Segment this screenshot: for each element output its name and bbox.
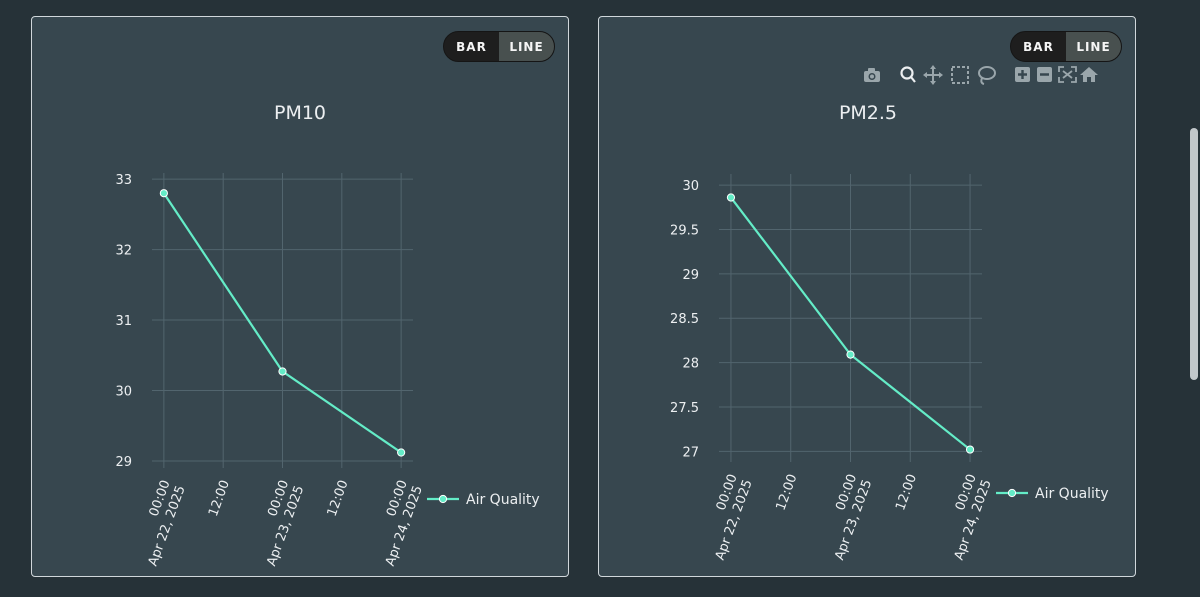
y-tick-label: 30: [682, 179, 699, 194]
legend-marker: [438, 494, 448, 504]
y-tick-label: 30: [115, 384, 132, 399]
y-tick-label: 29: [115, 455, 132, 470]
chart-title: PM10: [274, 102, 326, 124]
y-tick-label: 28.5: [670, 312, 699, 327]
chart-panel-pm10: BAR LINE PM10 29 30 31 32 33 00:00 Apr 22, 2025…: [31, 16, 569, 577]
y-tick-label: 31: [115, 314, 132, 329]
x-tick-time: 12:00: [893, 472, 920, 512]
x-tick-time: 12:00: [774, 472, 801, 512]
plot-modebar: [863, 65, 1123, 85]
y-tick-label: 27.5: [670, 401, 699, 416]
data-point[interactable]: [159, 189, 168, 198]
data-point[interactable]: [846, 350, 855, 359]
pan-icon[interactable]: [923, 65, 943, 85]
y-tick-label: 33: [115, 173, 132, 188]
chart-type-toggle[interactable]: BAR LINE: [1010, 31, 1122, 62]
zoom-in-icon[interactable]: [1015, 67, 1030, 82]
legend-marker: [1007, 488, 1017, 498]
data-point[interactable]: [965, 445, 975, 454]
x-tick-time: 12:00: [325, 478, 352, 518]
data-point[interactable]: [278, 367, 287, 376]
legend-label[interactable]: Air Quality: [1035, 486, 1109, 502]
camera-icon[interactable]: [864, 68, 880, 82]
x-tick-time: 12:00: [206, 478, 233, 518]
x-tick-label: 12:00: [206, 478, 233, 518]
page-scrollbar[interactable]: [1188, 0, 1200, 597]
bar-toggle-button[interactable]: BAR: [456, 39, 487, 54]
lasso-select-icon[interactable]: [978, 66, 996, 85]
bar-toggle-button[interactable]: BAR: [1023, 39, 1054, 54]
data-point[interactable]: [726, 193, 736, 202]
chart-type-toggle[interactable]: BAR LINE: [443, 31, 555, 62]
y-tick-label: 29.5: [670, 223, 699, 238]
scrollbar-thumb[interactable]: [1190, 128, 1198, 380]
zoom-out-icon[interactable]: [1037, 67, 1052, 82]
line-toggle-button[interactable]: LINE: [499, 32, 554, 61]
x-tick-label: 12:00: [325, 478, 352, 518]
line-toggle-button[interactable]: LINE: [1066, 32, 1121, 61]
x-tick-label: 12:00: [893, 472, 920, 512]
y-tick-label: 27: [682, 445, 699, 460]
legend-label[interactable]: Air Quality: [466, 492, 540, 508]
y-tick-label: 28: [682, 357, 699, 372]
autoscale-icon[interactable]: [1058, 66, 1077, 83]
chart-title: PM2.5: [839, 102, 897, 124]
reset-axes-icon[interactable]: [1080, 67, 1098, 82]
chart-panel-pm25: BAR LINE: [598, 16, 1136, 577]
y-tick-label: 29: [682, 268, 699, 283]
x-tick-label: 12:00: [774, 472, 801, 512]
y-tick-label: 32: [115, 244, 132, 259]
data-point[interactable]: [397, 448, 406, 457]
box-select-icon[interactable]: [951, 66, 969, 84]
zoom-icon[interactable]: [900, 66, 916, 83]
